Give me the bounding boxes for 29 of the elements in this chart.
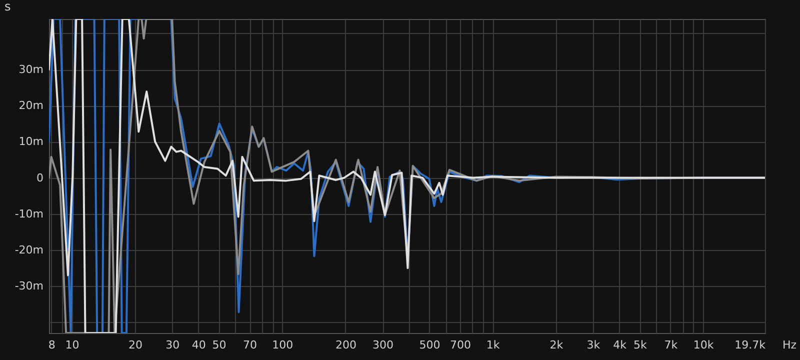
y-axis-title: s [4,0,11,14]
x-axis-title: Hz [782,338,797,352]
y-tick-label: 10m [18,135,44,148]
x-tick-label: 10 [65,338,80,352]
y-tick-label: 0 [36,171,44,184]
x-tick-label: 7k [664,338,678,352]
x-tick-label: 200 [336,338,356,352]
x-tick-label: 2k [550,338,564,352]
x-tick-label: 20 [128,338,143,352]
x-tick-label: 50 [212,338,226,352]
y-tick-label: 30m [18,63,44,76]
x-tick-label: 70 [243,338,258,352]
x-tick-label: 100 [272,338,294,352]
x-tick-label: 40 [192,338,206,352]
y-tick-label: -10m [14,207,44,220]
x-tick-label: 4k [613,338,628,352]
y-tick-label: -20m [14,243,44,256]
x-tick-label: 30 [166,338,180,352]
x-tick-label: 5k [633,338,648,352]
x-tick-label: 10k [693,338,714,352]
x-tick-label: 300 [372,338,394,352]
x-tick-label: 700 [450,338,471,352]
y-tick-label: -30m [14,280,44,293]
x-tick-label: 3k [586,338,601,352]
x-tick-label: 8 [48,338,56,352]
x-tick-label: 500 [419,338,440,352]
x-tick-label: 19.7k [734,338,766,352]
y-tick-label: 20m [18,99,44,112]
x-tick-label: 1k [486,338,500,352]
